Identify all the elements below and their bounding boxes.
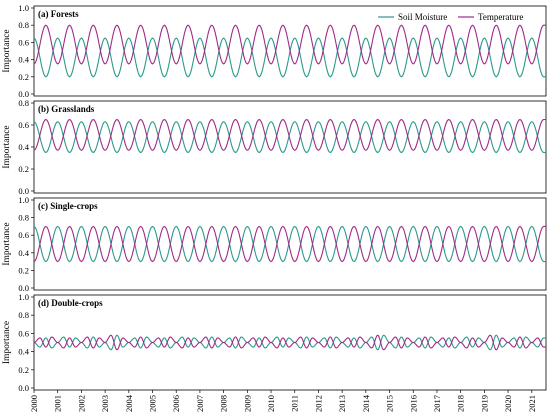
x-tick-label: 2006	[171, 395, 181, 412]
x-tick-label: 2008	[219, 395, 229, 412]
x-tick-label: 2001	[53, 395, 63, 412]
panel-4: 0.0 0.2 0.4 0.6 0.8 1.0 Importance (d) Double-c…	[2, 292, 547, 412]
panel-title: (a) Forests	[38, 9, 79, 19]
y-tick-label: 0.8	[18, 20, 29, 30]
y-tick-label: 0.0	[18, 186, 29, 196]
x-tick-label: 2003	[100, 395, 110, 412]
y-tick-label: 0.0	[18, 383, 29, 393]
x-tick-label: 2010	[266, 395, 276, 412]
y-axis-label: Importance	[2, 321, 12, 364]
x-tick-label: 2021	[527, 395, 537, 412]
series-line-soil-moisture	[33, 225, 546, 263]
x-tick-label: 2012	[313, 395, 323, 412]
y-tick-label: 0.8	[18, 310, 29, 320]
x-tick-label: 2018	[456, 395, 466, 412]
x-tick-label: 2005	[148, 395, 158, 412]
y-tick-label: 0.4	[18, 142, 29, 152]
y-tick-label: 0.4	[18, 55, 29, 65]
legend-entry: Temperature	[478, 12, 523, 22]
y-tick-label: 1.0	[18, 195, 29, 205]
x-tick-label: 2011	[290, 395, 300, 412]
y-tick-label: 0.2	[18, 365, 29, 375]
series-line-temperature	[33, 118, 546, 151]
y-tick-label: 0.2	[18, 72, 29, 82]
y-axis-label: Importance	[2, 29, 12, 72]
y-tick-label: 0.8	[18, 213, 29, 223]
panel-title: (b) Grasslands	[38, 104, 95, 114]
series-line-soil-moisture	[33, 334, 546, 351]
y-tick-label: 0.6	[18, 328, 29, 338]
series-line-soil-moisture	[33, 37, 546, 78]
y-tick-label: 0.6	[18, 230, 29, 240]
y-tick-label: 1.0	[18, 292, 29, 302]
x-tick-label: 2015	[385, 395, 395, 412]
x-tick-label: 2013	[337, 395, 347, 412]
y-tick-label: 0.4	[18, 347, 29, 357]
x-tick-label: 2019	[479, 395, 489, 412]
x-tick-label: 2004	[124, 394, 134, 412]
y-tick-label: 1.0	[18, 3, 29, 13]
x-tick-label: 2020	[503, 395, 513, 412]
x-tick-label: 2009	[242, 395, 252, 412]
x-tick-label: 2017	[432, 395, 442, 412]
panel-3: 0.0 0.2 0.4 0.6 0.8 1.0 Importance (c) Single-c…	[2, 195, 547, 293]
panel-title: (c) Single-crops	[38, 201, 98, 211]
x-tick-label: 2014	[361, 394, 371, 412]
x-tick-label: 2002	[76, 395, 86, 412]
x-tick-label: 2000	[29, 395, 39, 412]
series-line-temperature	[33, 24, 546, 65]
y-tick-label: 0.2	[18, 164, 29, 174]
y-tick-label: 0.4	[18, 248, 29, 258]
y-tick-label: 0.0	[18, 283, 29, 293]
y-tick-label: 0.0	[18, 89, 29, 99]
x-tick-label: 2007	[195, 395, 205, 412]
y-tick-label: 0.6	[18, 37, 29, 47]
series-line-temperature	[33, 334, 546, 351]
series-line-temperature	[33, 225, 546, 263]
y-tick-label: 0.6	[18, 120, 29, 130]
series-line-soil-moisture	[33, 121, 546, 154]
y-tick-label: 0.2	[18, 265, 29, 275]
y-axis-label: Importance	[2, 125, 12, 168]
y-tick-label: 0.8	[18, 98, 29, 108]
panel-1: 0.0 0.2 0.4 0.6 0.8 1.0 Importance (a) Forests S…	[2, 3, 547, 99]
panel-title: (d) Double-crops	[38, 298, 103, 308]
panel-frame	[33, 197, 547, 291]
x-tick-label: 2016	[408, 395, 418, 412]
panel-2: 0.0 0.2 0.4 0.6 0.8 Importance (b) Grasslands	[2, 98, 547, 196]
legend-entry: Soil Moisture	[398, 12, 447, 22]
panel-frame	[33, 5, 547, 97]
y-axis-label: Importance	[2, 222, 12, 265]
